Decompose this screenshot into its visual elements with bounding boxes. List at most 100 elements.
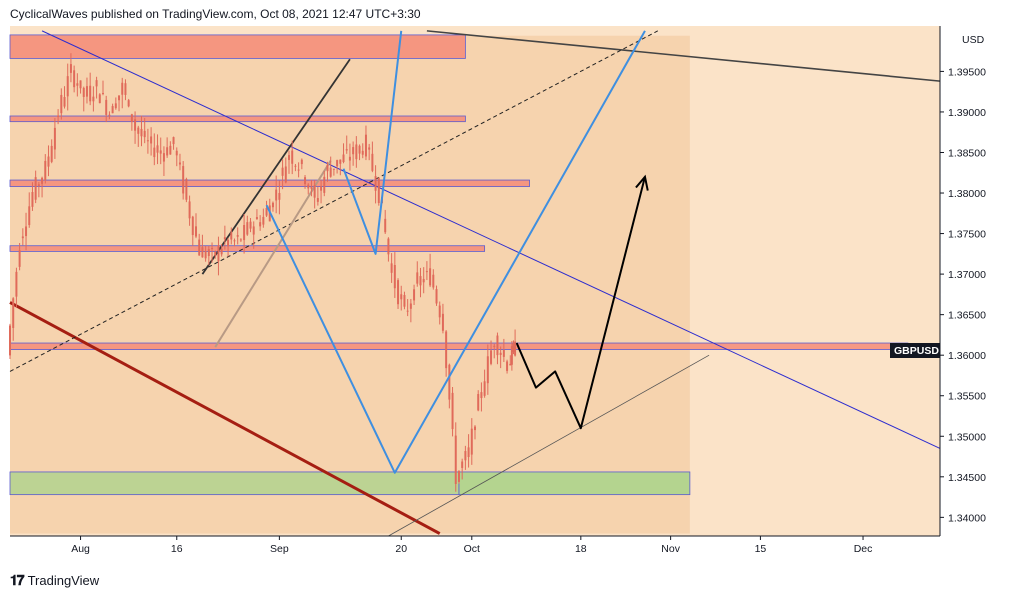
candle-body [355, 144, 358, 160]
x-tick-label: 20 [395, 543, 407, 555]
candle-body [406, 310, 409, 312]
y-tick-label: 1.38500 [948, 147, 986, 159]
candle-body [41, 177, 44, 184]
zone-support-5 [9, 471, 460, 496]
candle-body [76, 83, 79, 86]
candle-body [345, 149, 348, 151]
candle-body [510, 346, 513, 365]
candle-body [425, 271, 428, 273]
candle-body [384, 218, 387, 233]
candle-body [195, 226, 197, 237]
candle-body [451, 392, 454, 430]
candle-body [393, 265, 396, 289]
time-axis[interactable]: Aug 16 Sep 20 Oct 18 Nov 15 Dec [71, 536, 872, 555]
candle-body [15, 271, 18, 297]
candle-body [300, 159, 303, 165]
tradingview-logo-icon: 𝟏𝟕 [10, 572, 25, 588]
candle-body [175, 150, 178, 156]
candle-body [409, 303, 412, 309]
candle-body [432, 274, 435, 288]
candle-body [108, 114, 111, 116]
price-axis[interactable]: 1.34000 1.34500 1.35000 1.35500 1.36000 1.365… [940, 66, 986, 524]
candle-body [182, 166, 185, 194]
candle-body [204, 251, 207, 259]
candle-body [326, 164, 329, 172]
candle-body [9, 325, 11, 356]
candle-body [137, 127, 140, 134]
y-tick-label: 1.35500 [948, 391, 986, 403]
candle-body [156, 145, 159, 153]
candle-body [294, 165, 297, 167]
y-tick-label: 1.34000 [948, 512, 986, 524]
candle-body [461, 461, 464, 468]
trend-line-blue_channel [41, 30, 941, 449]
candle-body [454, 435, 457, 484]
candle-body [207, 249, 210, 257]
candle-body [329, 167, 332, 177]
candle-body [371, 153, 374, 171]
y-tick-label: 1.36000 [948, 350, 986, 362]
currency-label: USD [962, 34, 985, 46]
x-tick-label: Dec [854, 543, 873, 555]
candle-body [127, 100, 130, 107]
trend-line-dark_top [426, 30, 941, 82]
candle-body [448, 364, 451, 400]
candle-body [146, 140, 149, 142]
candle-body [89, 85, 92, 102]
candle-body [502, 350, 505, 357]
candle-body [310, 186, 313, 189]
candle-body [172, 137, 175, 145]
candle-body [211, 248, 214, 250]
candle-body [339, 159, 342, 164]
candle-body [227, 239, 230, 247]
candle-body [441, 313, 444, 331]
trend-line-lower_channel [388, 354, 710, 537]
x-tick-label: 18 [575, 543, 587, 555]
candle-body [63, 97, 66, 107]
x-tick-label: Sep [270, 543, 289, 555]
candle-body [85, 86, 88, 97]
overlay-layer [265, 30, 649, 474]
candle-body [474, 426, 476, 431]
candle-body [255, 217, 258, 220]
candle-body [361, 150, 364, 155]
candle-body [21, 236, 24, 239]
candle-body [364, 134, 367, 157]
candles-layer [9, 53, 517, 492]
candle-body [60, 94, 63, 114]
candle-body [159, 150, 162, 154]
candle-body [236, 235, 239, 237]
candle-body [18, 250, 21, 267]
candle-body [191, 216, 194, 236]
candle-body [307, 184, 310, 189]
publish-header: CyclicalWaves published on TradingView.c… [10, 7, 421, 21]
candle-body [95, 80, 98, 87]
zone-resistance-3 [9, 245, 486, 252]
candle-body [493, 345, 496, 347]
candle-body [397, 280, 400, 305]
candle-body [57, 115, 60, 117]
candle-body [512, 343, 515, 352]
candle-body [53, 127, 56, 150]
candle-body [506, 361, 509, 371]
candle-body [483, 381, 486, 396]
candle-body [121, 82, 124, 95]
candle-body [73, 70, 76, 88]
candle-body [150, 136, 153, 144]
candle-body [387, 238, 390, 255]
x-tick-label: Aug [71, 543, 90, 555]
candle-body [31, 192, 34, 207]
candle-body [419, 276, 422, 286]
candle-body [288, 155, 290, 160]
y-tick-label: 1.37500 [948, 229, 986, 241]
candle-body [98, 94, 101, 104]
candle-body [118, 95, 121, 101]
y-tick-label: 1.36500 [948, 310, 986, 322]
candle-body [124, 83, 127, 95]
candle-body [403, 295, 406, 307]
candle-body [416, 272, 419, 284]
candle-body [243, 225, 246, 241]
candle-body [496, 335, 499, 356]
candle-body [323, 176, 326, 193]
